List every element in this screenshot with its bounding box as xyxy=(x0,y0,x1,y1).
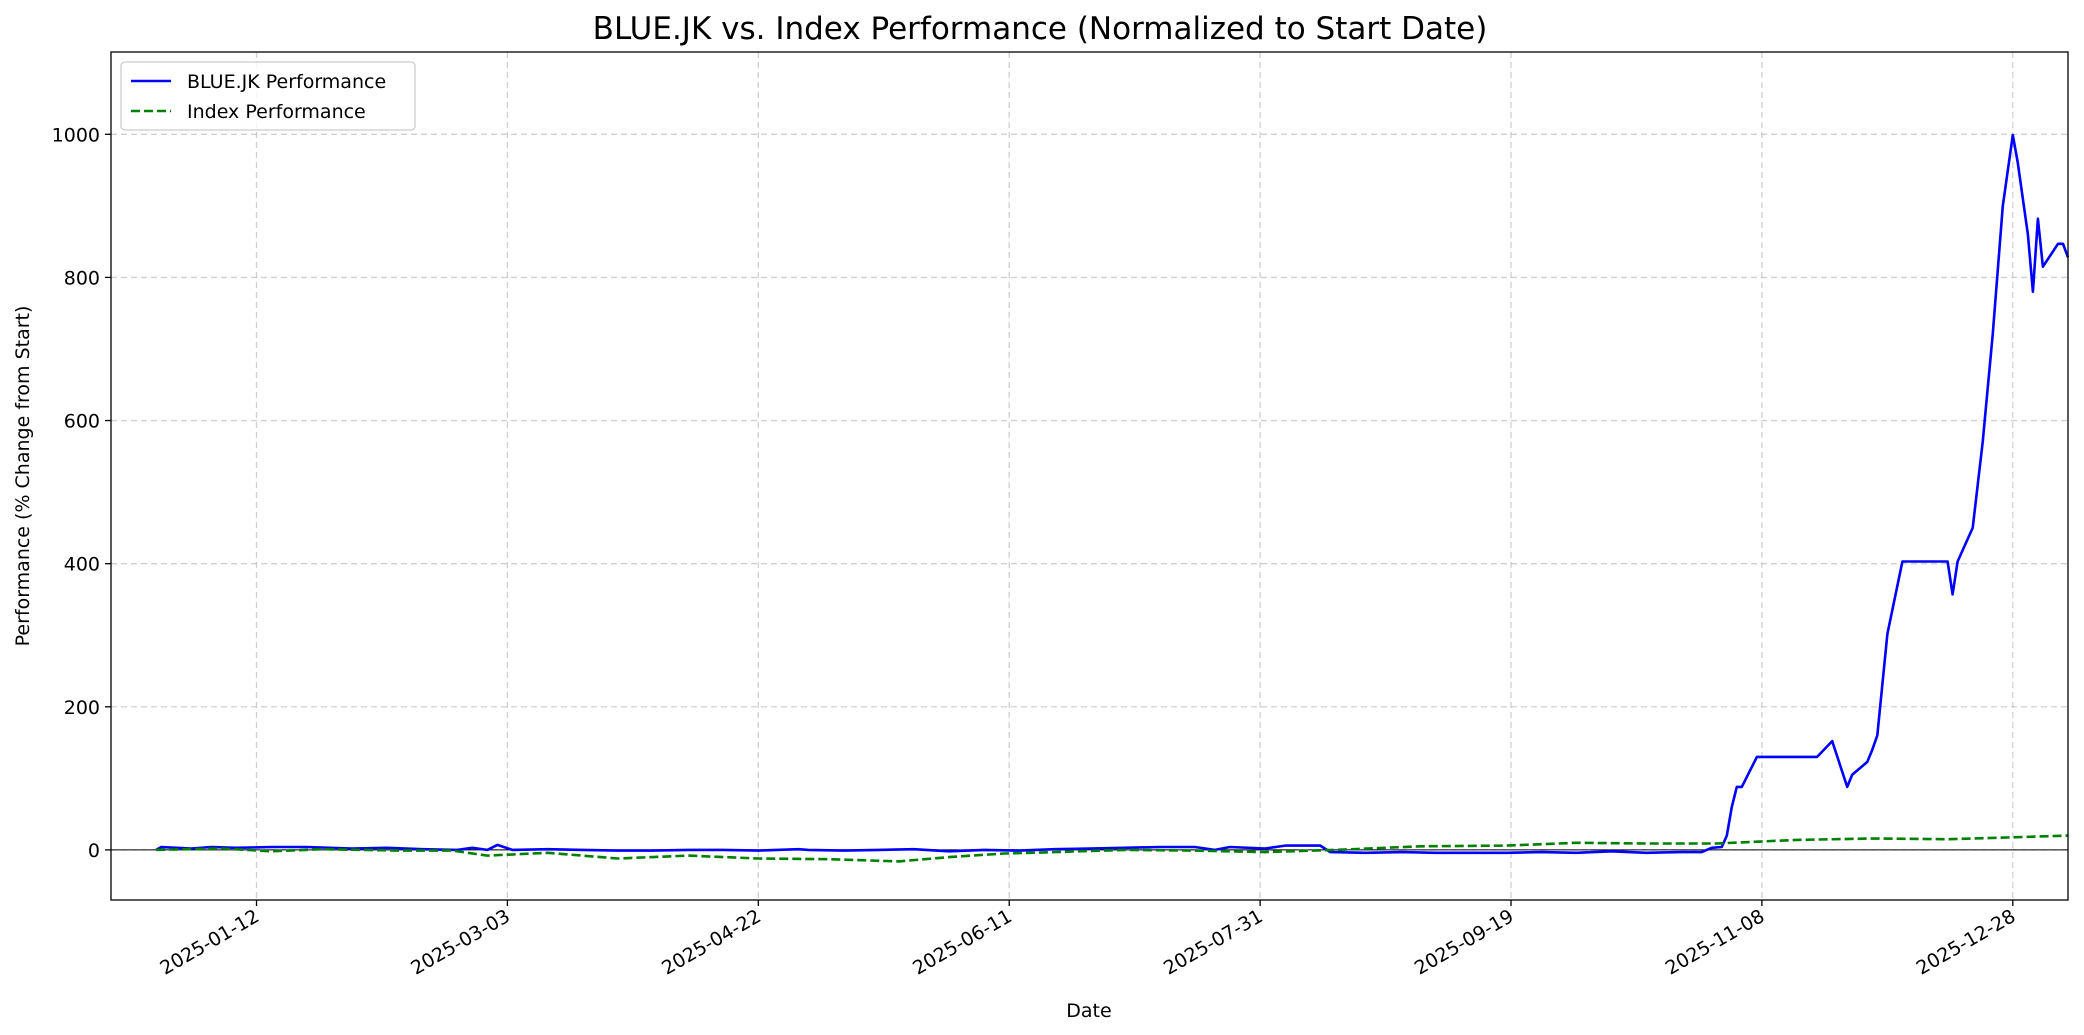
x-tick-label: 2025-04-22 xyxy=(658,905,765,979)
legend-label-blue-jk: BLUE.JK Performance xyxy=(187,71,386,93)
x-tick-label: 2025-07-31 xyxy=(1160,905,1267,979)
x-tick-label: 2025-11-08 xyxy=(1662,905,1769,979)
series-line-1 xyxy=(156,834,2069,863)
y-tick-label: 800 xyxy=(64,267,100,289)
legend: BLUE.JK Performance Index Performance xyxy=(120,61,416,131)
y-tick-label: 1000 xyxy=(52,124,100,146)
y-axis-ticks: 0 200 400 600 800 1000 xyxy=(52,124,111,862)
series-line-0 xyxy=(155,133,2070,855)
x-tick-label: 2025-12-28 xyxy=(1913,905,2020,979)
x-tick-label: 2025-09-19 xyxy=(1411,905,1518,979)
legend-box xyxy=(120,61,416,131)
chart-title: BLUE.JK vs. Index Performance (Normalize… xyxy=(593,11,1488,47)
x-tick-label: 2025-06-11 xyxy=(909,905,1016,979)
y-tick-label: 200 xyxy=(64,697,100,719)
x-axis-ticks: 2025-01-12 2025-03-03 2025-04-22 2025-06-11… xyxy=(156,900,2019,980)
series-lines xyxy=(155,133,2070,863)
y-tick-label: 600 xyxy=(64,411,100,433)
y-tick-label: 400 xyxy=(64,554,100,576)
y-axis-label: Performance (% Change from Start) xyxy=(12,306,34,647)
x-tick-label: 2025-01-12 xyxy=(156,905,263,979)
x-tick-label: 2025-03-03 xyxy=(407,905,514,979)
legend-label-index: Index Performance xyxy=(187,101,366,123)
grid xyxy=(111,52,2068,900)
plot-frame xyxy=(110,51,2069,901)
y-tick-label: 0 xyxy=(88,840,100,862)
x-axis-label: Date xyxy=(1066,1000,1111,1022)
